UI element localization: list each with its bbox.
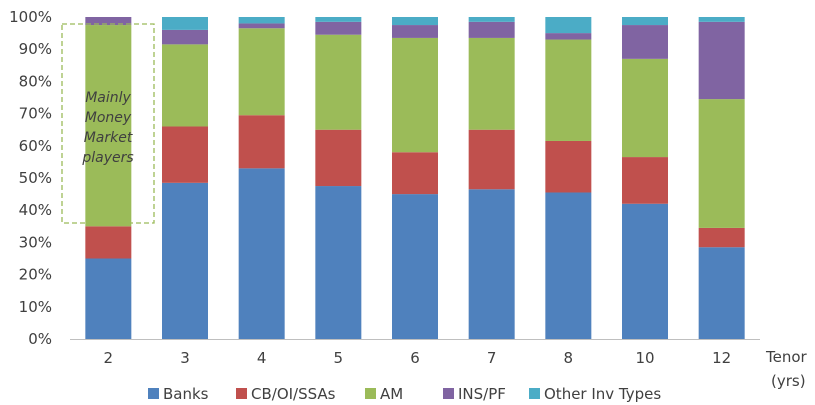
bar-segment: [315, 21, 362, 35]
x-tick-label: 2: [104, 349, 114, 367]
bar-segment: [315, 186, 362, 339]
bar-segment: [468, 129, 515, 190]
bar-segment: [392, 37, 438, 153]
bar-segment: [468, 37, 515, 130]
x-tick-label: 7: [487, 349, 497, 367]
x-tick-label: 10: [635, 349, 654, 367]
bar-segment: [392, 152, 438, 195]
bar-segment: [622, 25, 668, 59]
bar-segment: [698, 227, 745, 248]
bar-segment: [315, 34, 362, 130]
legend-swatch: [148, 388, 159, 399]
legend-label: Banks: [163, 385, 209, 403]
annotation-line-4: players: [81, 150, 133, 166]
bar-segment: [238, 17, 285, 24]
bar-segment: [698, 17, 745, 22]
bar-segment: [698, 21, 745, 100]
bar-segment: [545, 39, 592, 141]
x-tick-label: 12: [712, 349, 731, 367]
bar-segment: [315, 129, 362, 187]
bar-segment: [392, 25, 438, 38]
y-axis: 0% 10% 20% 30% 40% 50% 60% 70% 80% 90% 100%: [9, 8, 52, 348]
bar-segment: [545, 33, 592, 40]
legend-label: Other Inv Types: [544, 385, 661, 403]
x-tick-label: 6: [410, 349, 420, 367]
annotation-box: [61, 23, 155, 224]
bar-segment: [162, 17, 208, 30]
bar-segment: [162, 29, 208, 45]
bar-segment: [545, 17, 592, 34]
bar-segment: [392, 194, 438, 339]
legend-label: CB/OI/SSAs: [251, 385, 336, 403]
bar-segment: [162, 182, 208, 339]
annotation-line-3: Market: [84, 130, 133, 146]
y-tick-label: 40%: [19, 201, 52, 219]
x-tick-label: 5: [334, 349, 344, 367]
x-axis-label-line-2: (yrs): [771, 372, 806, 390]
bar-segment: [238, 28, 285, 116]
x-tick-label: 3: [180, 349, 190, 367]
y-tick-label: 60%: [19, 137, 52, 155]
bar-segment: [315, 17, 362, 22]
bar-segment: [468, 189, 515, 339]
legend-swatch: [365, 388, 376, 399]
bar-segment: [468, 17, 515, 22]
y-tick-label: 70%: [19, 105, 52, 123]
legend-label: INS/PF: [458, 385, 506, 403]
bar-segment: [622, 58, 668, 158]
x-axis: Tenor (yrs) 2 3 4 5 6 7 8 10 12: [70, 339, 808, 390]
bar-segment: [85, 17, 132, 26]
x-tick-label: 4: [257, 349, 267, 367]
y-tick-label: 10%: [19, 298, 52, 316]
bar-segment: [85, 226, 132, 259]
bars: [85, 17, 745, 339]
bar-segment: [698, 247, 745, 339]
y-tick-label: 30%: [19, 233, 52, 251]
annotation-line-2: Money: [85, 110, 132, 126]
legend-swatch: [236, 388, 247, 399]
bar-segment: [85, 25, 132, 227]
y-tick-label: 90%: [19, 40, 52, 58]
legend-swatch: [529, 388, 540, 399]
x-tick-label: 8: [564, 349, 574, 367]
y-tick-label: 50%: [19, 169, 52, 187]
bar-segment: [622, 157, 668, 204]
bar-segment: [698, 99, 745, 228]
legend-swatch: [443, 388, 454, 399]
legend: Banks CB/OI/SSAs AM INS/PF Other Inv Types: [148, 385, 661, 403]
bar-segment: [545, 192, 592, 339]
y-tick-label: 20%: [19, 266, 52, 284]
y-tick-label: 80%: [19, 72, 52, 90]
bar-segment: [622, 203, 668, 339]
bar-segment: [545, 140, 592, 193]
annotation-line-1: Mainly: [85, 90, 131, 106]
bar-segment: [162, 44, 208, 127]
money-market-annotation: Mainly Money Market players: [61, 23, 155, 224]
bar-segment: [468, 21, 515, 38]
bar-segment: [85, 258, 132, 339]
legend-label: AM: [380, 385, 403, 403]
bar-segment: [392, 17, 438, 26]
bar-segment: [238, 168, 285, 339]
y-tick-label: 0%: [28, 330, 52, 348]
bar-segment: [238, 23, 285, 29]
y-tick-label: 100%: [9, 8, 52, 26]
bar-segment: [162, 126, 208, 183]
bar-segment: [238, 115, 285, 169]
bar-segment: [622, 17, 668, 26]
x-axis-label-line-1: Tenor: [765, 348, 808, 366]
